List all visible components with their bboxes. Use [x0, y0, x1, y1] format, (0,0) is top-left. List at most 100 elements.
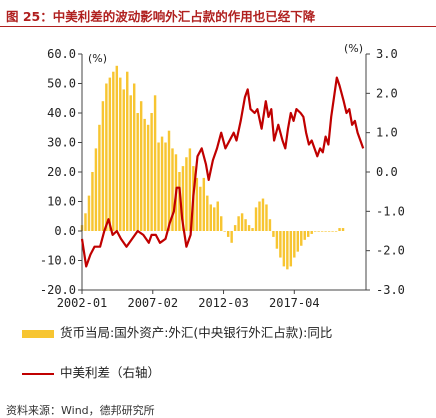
right-axis-unit: (%): [344, 42, 363, 55]
bar: [279, 231, 282, 258]
bar: [101, 101, 105, 231]
bar: [240, 213, 244, 231]
bar: [341, 228, 345, 231]
bar: [247, 225, 251, 231]
bar: [122, 89, 125, 232]
bar: [282, 231, 286, 267]
x-tick-label: 2007-02: [127, 296, 178, 310]
bar: [237, 216, 240, 231]
bar: [87, 195, 91, 231]
bar: [338, 228, 341, 231]
bar: [254, 207, 258, 231]
bar: [132, 83, 136, 231]
bar: [126, 71, 129, 231]
left-tick-label: -10.0: [40, 254, 76, 268]
bar: [244, 219, 247, 231]
bar: [327, 231, 331, 232]
bar: [150, 113, 153, 231]
right-tick-label: -1.0: [376, 204, 405, 218]
legend-item-line: 中美利差（右轴）: [22, 364, 161, 382]
bar: [324, 231, 327, 232]
x-tick-label: 2017-04: [269, 296, 320, 310]
bar: [108, 77, 112, 231]
bar: [112, 71, 115, 231]
bar: [289, 231, 293, 267]
bar: [146, 124, 150, 231]
bar: [293, 231, 296, 258]
bar: [84, 213, 87, 231]
left-tick-label: -20.0: [40, 283, 76, 297]
bar: [331, 231, 334, 232]
bar: [307, 231, 310, 237]
bar: [272, 231, 275, 237]
bar: [160, 136, 164, 231]
bar: [296, 231, 300, 252]
title-rule: [0, 26, 436, 27]
bar: [216, 201, 219, 231]
bar: [213, 207, 216, 231]
bar: [178, 172, 181, 231]
bar: [317, 231, 320, 232]
right-tick-label: -3.0: [376, 283, 405, 297]
bar: [105, 83, 108, 231]
right-tick-label: 0.0: [376, 165, 398, 179]
bar: [171, 148, 174, 231]
bar: [310, 231, 313, 234]
bar: [139, 101, 143, 231]
interest-spread-line: [80, 76, 365, 268]
right-tick-label: 2.0: [376, 86, 398, 100]
bar: [275, 231, 279, 249]
right-axis-ticks: 3.0 2.0 1.0 0.0 -1.0 -2.0 -3.0: [366, 47, 405, 297]
bar: [268, 219, 272, 231]
left-tick-label: 40.0: [47, 106, 76, 120]
bar: [167, 130, 171, 231]
bar: [91, 172, 94, 231]
bar: [98, 124, 101, 231]
bar: [313, 231, 317, 232]
source-note: 资料来源：Wind，德邦研究所: [6, 404, 155, 417]
left-tick-label: 50.0: [47, 77, 76, 91]
left-tick-label: 20.0: [47, 165, 76, 179]
bar: [286, 231, 289, 270]
legend-swatch-bars: [22, 329, 54, 338]
bar: [206, 195, 209, 231]
legend-item-bars: 货币当局:国外资产:外汇(中央银行外汇占款):同比: [22, 324, 390, 342]
bar: [195, 177, 199, 231]
legend-label-line: 中美利差（右轴）: [60, 365, 161, 380]
bar: [94, 148, 98, 231]
right-tick-label: -2.0: [376, 244, 405, 258]
legend-label-bars: 货币当局:国外资产:外汇(中央银行外汇占款):同比: [60, 325, 333, 340]
bar: [209, 204, 212, 231]
left-axis-unit: (%): [88, 52, 107, 65]
right-tick-label: 1.0: [376, 126, 398, 140]
bar: [136, 113, 139, 231]
figure-title: 图 25：中美利差的波动影响外汇占款的作用也已经下降: [6, 9, 316, 24]
bar: [261, 198, 265, 231]
bar: [265, 204, 268, 231]
bar: [115, 65, 119, 231]
left-tick-label: 10.0: [47, 195, 76, 209]
bar: [300, 231, 303, 246]
left-tick-label: 30.0: [47, 136, 76, 150]
bar: [251, 228, 254, 231]
bar: [334, 231, 338, 232]
bar: [129, 95, 132, 231]
bar: [258, 201, 261, 231]
bar: [157, 142, 160, 231]
left-axis-ticks: 60.0 50.0 40.0 30.0 20.0 10.0 0.0 -10.0 -20.0: [40, 47, 82, 297]
bar: [199, 186, 202, 231]
chart: 60.0 50.0 40.0 30.0 20.0 10.0 0.0 -10.0 -20.0 3.…: [40, 42, 405, 310]
bar: [320, 231, 324, 232]
x-tick-label: 2012-03: [198, 296, 249, 310]
bar: [303, 231, 306, 240]
bar: [185, 157, 188, 231]
left-tick-label: 0.0: [54, 224, 76, 238]
bar: [219, 216, 223, 231]
bar: [164, 142, 167, 231]
bar: [226, 231, 230, 237]
bar: [143, 118, 146, 231]
legend-swatch-line: [22, 372, 54, 375]
bar: [233, 225, 237, 231]
bar: [230, 231, 233, 243]
right-tick-label: 3.0: [376, 47, 398, 61]
